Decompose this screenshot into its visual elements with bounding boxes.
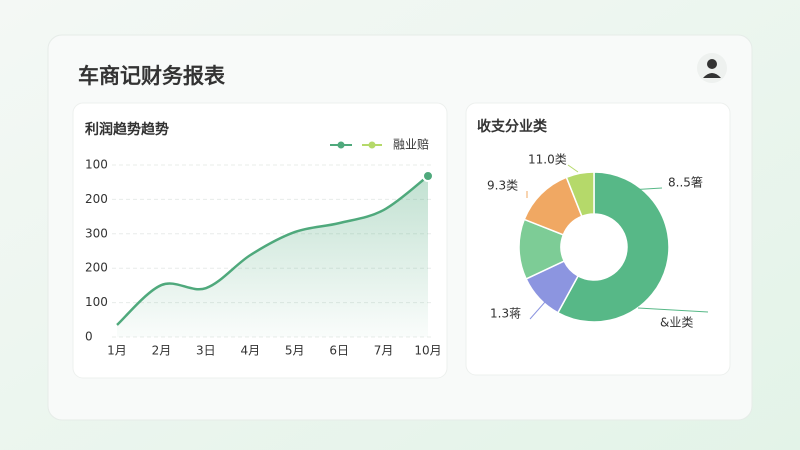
x-tick-label: 7月 xyxy=(374,344,394,358)
leader-line xyxy=(567,164,579,173)
y-tick-label: 100 xyxy=(85,158,108,172)
legend-label: 融业赔 xyxy=(393,137,429,152)
y-tick-label: 300 xyxy=(85,226,108,240)
slice-label: 8..5箸 xyxy=(668,175,703,190)
donut-slice xyxy=(556,171,670,323)
leader-line xyxy=(627,187,663,191)
legend-dot xyxy=(368,141,376,149)
line-title: 利润趋势趋势 xyxy=(85,121,169,138)
annotation: &业类 xyxy=(660,316,693,330)
x-tick-label: 10月 xyxy=(414,344,441,358)
leader-line xyxy=(529,301,546,320)
line xyxy=(116,175,429,326)
y-tick-label: 200 xyxy=(85,261,108,275)
x-tick-label: 5月 xyxy=(285,344,305,358)
y-tick-label: 100 xyxy=(85,295,108,309)
avatar-head[interactable] xyxy=(707,59,717,69)
avatar[interactable] xyxy=(697,53,727,83)
x-tick-label: 6日 xyxy=(329,344,349,358)
avatar-body[interactable] xyxy=(703,73,721,78)
y-tick-label: 0 xyxy=(85,330,93,344)
donut-slice xyxy=(565,171,595,218)
slice-label: 9.3类 xyxy=(487,179,518,193)
slice-label: 1.3蒋 xyxy=(490,307,521,321)
slice-label: 11.0类 xyxy=(528,153,567,167)
page-title: 车商记财务报表 xyxy=(78,64,226,88)
y-tick-label: 200 xyxy=(85,192,108,206)
area xyxy=(117,176,428,337)
x-tick-label: 4月 xyxy=(240,344,260,358)
x-tick-label: 1月 xyxy=(107,344,127,358)
legend-dot xyxy=(337,141,345,149)
legend-extra-marker xyxy=(362,141,382,149)
leader-line xyxy=(637,307,709,313)
pie-panel xyxy=(465,102,731,376)
end-point xyxy=(422,170,434,183)
pie-title: 收支分业类 xyxy=(477,118,548,135)
x-tick-label: 2月 xyxy=(152,344,172,358)
x-tick-label: 3日 xyxy=(196,344,216,358)
